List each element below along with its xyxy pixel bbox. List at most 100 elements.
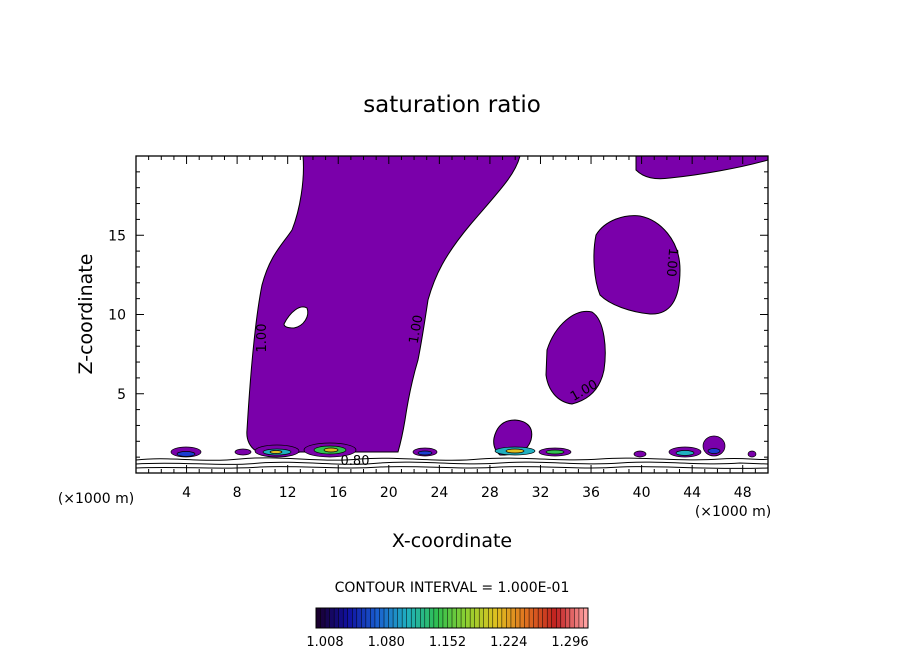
x-tick-label: 28 [481, 485, 499, 501]
colorbar-cell [402, 608, 407, 628]
surface-contour-line [136, 466, 768, 469]
contour-fill-layer [136, 156, 768, 469]
colorbar-cell [452, 608, 457, 628]
cell [545, 449, 565, 455]
colorbar-cell [569, 608, 575, 628]
colorbar-cell [501, 608, 507, 628]
colorbar-cell [343, 608, 349, 628]
colorbar-cell [456, 608, 462, 628]
cell [675, 450, 695, 456]
colorbar-cell [547, 608, 553, 628]
colorbar-cell [542, 608, 548, 628]
x-unit-label: (×1000 m) [695, 504, 771, 520]
colorbar-cell [465, 608, 471, 628]
colorbar-cell [520, 608, 525, 628]
contour-label: 1.00 [407, 314, 427, 345]
colorbar-cell [325, 608, 330, 628]
colorbar-cell [438, 608, 444, 628]
cell [323, 447, 339, 453]
y-tick-label: 5 [117, 387, 126, 403]
colorbar-cell [329, 608, 335, 628]
colorbar-cell [424, 608, 430, 628]
y-axis: 5 10 15 [108, 171, 768, 458]
x-tick-label: 4 [182, 485, 191, 501]
colorbar-cell [556, 608, 562, 628]
colorbar-cell [574, 608, 580, 628]
colorbar-cell [388, 608, 394, 628]
x-axis: 4 8 12 16 20 24 28 32 36 40 44 48 [148, 156, 756, 501]
colorbar-cell [529, 608, 534, 628]
x-tick-label: 40 [633, 485, 651, 501]
colorbar-cell [411, 608, 417, 628]
colorbar-cell [370, 608, 376, 628]
surface-contours [136, 457, 768, 469]
x-tick-label: 8 [233, 485, 242, 501]
surface-contour-line [136, 461, 768, 465]
x-tick-label: 24 [430, 485, 448, 501]
colorbar [315, 607, 589, 629]
chart-title: saturation ratio [363, 92, 541, 118]
colorbar-cell [433, 608, 439, 628]
x-tick-label: 44 [683, 485, 701, 501]
upper-right-blob [593, 215, 681, 315]
x-tick-label: 12 [279, 485, 297, 501]
x-tick-label: 48 [734, 485, 752, 501]
colorbar-cell [515, 608, 521, 628]
colorbar-tick-label: 1.296 [551, 635, 588, 650]
colorbar-cell [533, 608, 539, 628]
colorbar-cell [397, 608, 403, 628]
contour-label: 1.00 [663, 247, 680, 277]
colorbar-cell [442, 608, 448, 628]
main-supersaturated-region [246, 156, 521, 456]
colorbar-cell [379, 608, 385, 628]
contour-label: 1.00 [255, 324, 270, 353]
colorbar-tick-label: 1.152 [429, 635, 466, 650]
colorbar-cell [492, 608, 498, 628]
cell [707, 448, 721, 454]
cell [417, 450, 433, 456]
y-tick-label: 10 [108, 308, 126, 324]
colorbar-frame [315, 607, 589, 629]
cell [269, 450, 283, 454]
contour-label: 0.80 [341, 454, 370, 469]
y-tick-label: 15 [108, 228, 126, 244]
contour-interval-label: CONTOUR INTERVAL = 1.000E-01 [335, 580, 570, 596]
colorbar-cell [565, 608, 571, 628]
colorbar-cell [420, 608, 426, 628]
cell [234, 448, 252, 456]
colorbar-cell [560, 608, 566, 628]
colorbar-cell [497, 608, 503, 628]
colorbar-cell [356, 608, 362, 628]
colorbar-tick-labels: 1.008 1.080 1.152 1.224 1.296 [306, 635, 588, 650]
colorbar-cell [538, 608, 543, 628]
colorbar-cell [338, 608, 344, 628]
low-level-cells [170, 435, 757, 458]
colorbar-cell [393, 608, 398, 628]
colorbar-cell [483, 608, 489, 628]
colorbar-cell [578, 608, 584, 628]
colorbar-cell [347, 608, 353, 628]
colorbar-cell [316, 608, 321, 628]
y-axis-label: Z-coordinate [75, 254, 97, 375]
cell [747, 450, 757, 458]
hole-region [283, 306, 309, 329]
colorbar-tick-label: 1.224 [490, 635, 527, 650]
middle-right-blob [545, 310, 606, 405]
colorbar-cell [384, 608, 389, 628]
x-tick-label: 20 [380, 485, 398, 501]
top-right-cap [635, 156, 768, 180]
colorbar-cell [470, 608, 475, 628]
colorbar-cell [524, 608, 530, 628]
cell [176, 451, 196, 457]
colorbar-cell [352, 608, 358, 628]
colorbar-tick-label: 1.080 [368, 635, 405, 650]
colorbar-cell [461, 608, 466, 628]
colorbar-cell [510, 608, 516, 628]
x-axis-label: X-coordinate [392, 530, 512, 552]
colorbar-cell [365, 608, 371, 628]
surface-contour-line [136, 457, 768, 461]
colorbar-cell [406, 608, 412, 628]
colorbar-cell [415, 608, 421, 628]
colorbar-cell [320, 608, 326, 628]
